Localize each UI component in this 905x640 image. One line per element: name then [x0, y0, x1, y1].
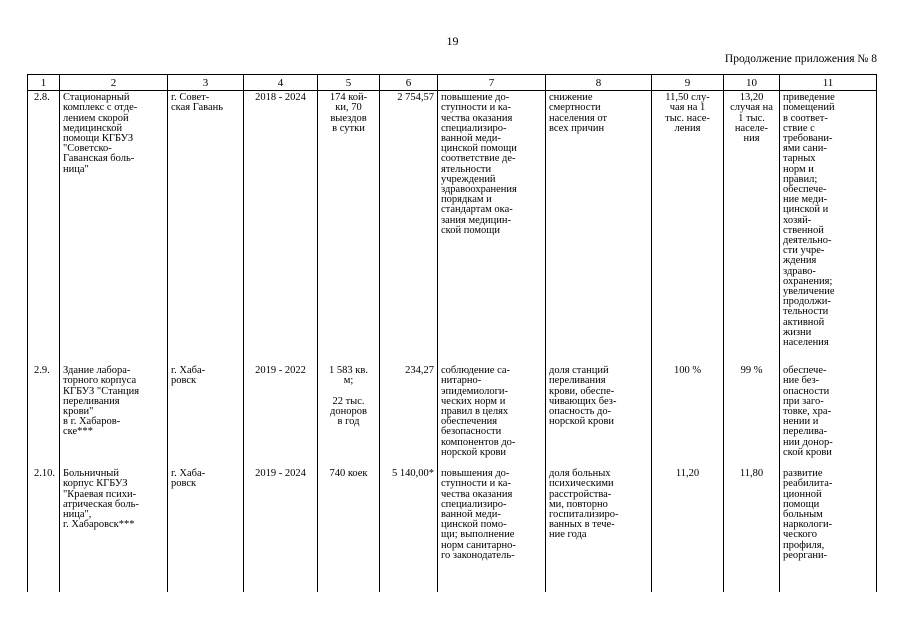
appendix-continuation-note: Продолжение приложения № 8 [724, 53, 877, 65]
goal-cell: соблюдение са- нитарно- эпидемиологи- че… [437, 364, 546, 468]
target-value-cell: 11,80 [723, 467, 780, 593]
table-row: 2.10. Больничный корпус КГБУЗ "Краевая п… [27, 467, 877, 593]
column-header: 6 [379, 73, 438, 92]
target-value-cell: 99 % [723, 364, 780, 468]
cost-cell: 234,27 [379, 364, 438, 468]
indicator-cell: доля станций переливания крови, обеспе- … [545, 364, 652, 468]
table-row: 2.9. Здание лабора- торного корпуса КГБУ… [27, 364, 877, 468]
object-name-cell: Здание лабора- торного корпуса КГБУЗ "Ст… [59, 364, 168, 468]
indicator-cell: снижение смертности населения от всех пр… [545, 90, 652, 365]
location-cell: г. Совет- ская Гавань [167, 90, 244, 365]
column-header: 5 [317, 73, 380, 92]
period-cell: 2019 - 2024 [243, 467, 318, 593]
table-row: 2.8. Стационарный комплекс с отде- ление… [27, 90, 877, 365]
goal-cell: повышения до- ступности и ка- чества ока… [437, 467, 546, 593]
goal-cell: повышение до- ступности и ка- чества ока… [437, 90, 546, 365]
base-value-cell: 11,50 слу- чая на 1 тыс. насе- ления [651, 90, 724, 365]
capacity-cell: 740 коек [317, 467, 380, 593]
column-header: 10 [723, 73, 780, 92]
capacity-cell: 174 кой- ки, 70 выездов в сутки [317, 90, 380, 365]
column-header: 1 [27, 73, 60, 92]
effect-cell: обеспече- ние без- опасности при заго- т… [779, 364, 877, 468]
target-value-cell: 13,20 случая на 1 тыс. населе- ния [723, 90, 780, 365]
column-header: 11 [779, 73, 877, 92]
indicator-cell: доля больных психическими расстройства- … [545, 467, 652, 593]
cost-cell: 2 754,57 [379, 90, 438, 365]
location-cell: г. Хаба- ровск [167, 467, 244, 593]
page-number: 19 [446, 34, 459, 48]
cost-cell: 5 140,00* [379, 467, 438, 593]
object-name-cell: Стационарный комплекс с отде- лением ско… [59, 90, 168, 365]
base-value-cell: 11,20 [651, 467, 724, 593]
effect-cell: развитие реабилита- ционной помощи больн… [779, 467, 877, 593]
capacity-cell: 1 583 кв. м; 22 тыс. доноров в год [317, 364, 380, 468]
object-name-cell: Больничный корпус КГБУЗ "Краевая психи- … [59, 467, 168, 593]
effect-cell: приведение помещений в соответ- ствие с … [779, 90, 877, 365]
location-cell: г. Хаба- ровск [167, 364, 244, 468]
data-table: 1 2 3 4 5 6 7 8 9 10 11 2.8. Стационарны… [27, 73, 877, 593]
row-number-cell: 2.10. [27, 467, 60, 593]
column-header: 8 [545, 73, 652, 92]
period-cell: 2018 - 2024 [243, 90, 318, 365]
row-number-cell: 2.8. [27, 90, 60, 365]
period-cell: 2019 - 2022 [243, 364, 318, 468]
column-header: 7 [437, 73, 546, 92]
column-header: 2 [59, 73, 168, 92]
base-value-cell: 100 % [651, 364, 724, 468]
table-header-row: 1 2 3 4 5 6 7 8 9 10 11 [27, 73, 877, 92]
column-header: 3 [167, 73, 244, 92]
column-header: 4 [243, 73, 318, 92]
column-header: 9 [651, 73, 724, 92]
row-number-cell: 2.9. [27, 364, 60, 468]
